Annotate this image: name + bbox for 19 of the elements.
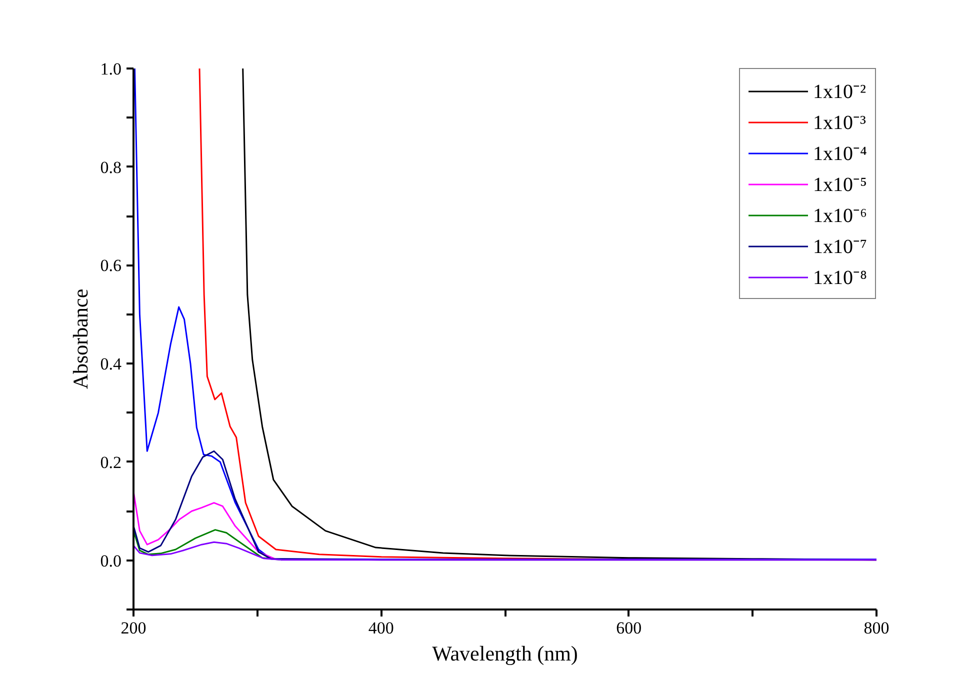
x-tick-label: 400 xyxy=(368,618,394,638)
legend-label: 1x10⁻⁴ xyxy=(813,142,867,166)
legend-label: 1x10⁻² xyxy=(813,80,866,104)
y-tick-label: 0.6 xyxy=(100,256,122,276)
y-tick-label: 0.4 xyxy=(100,354,122,374)
y-tick-label: 1.0 xyxy=(100,60,122,78)
legend-label: 1x10⁻⁵ xyxy=(813,173,867,197)
y-tick-label: 0.2 xyxy=(100,452,122,472)
legend-label: 1x10⁻⁶ xyxy=(813,204,867,228)
legend-label: 1x10⁻³ xyxy=(813,111,866,135)
x-tick-label: 200 xyxy=(120,618,146,638)
y-tick-label: 0.0 xyxy=(100,551,122,570)
x-tick-label: 600 xyxy=(616,618,642,638)
x-tick-label: 800 xyxy=(864,618,890,638)
y-tick-label: 0.8 xyxy=(100,158,122,177)
legend-label: 1x10⁻⁷ xyxy=(813,235,867,259)
legend-label: 1x10⁻⁸ xyxy=(813,266,867,290)
x-axis-title: Wavelength (nm) xyxy=(432,642,578,666)
y-axis-title: Absorbance xyxy=(68,288,92,390)
